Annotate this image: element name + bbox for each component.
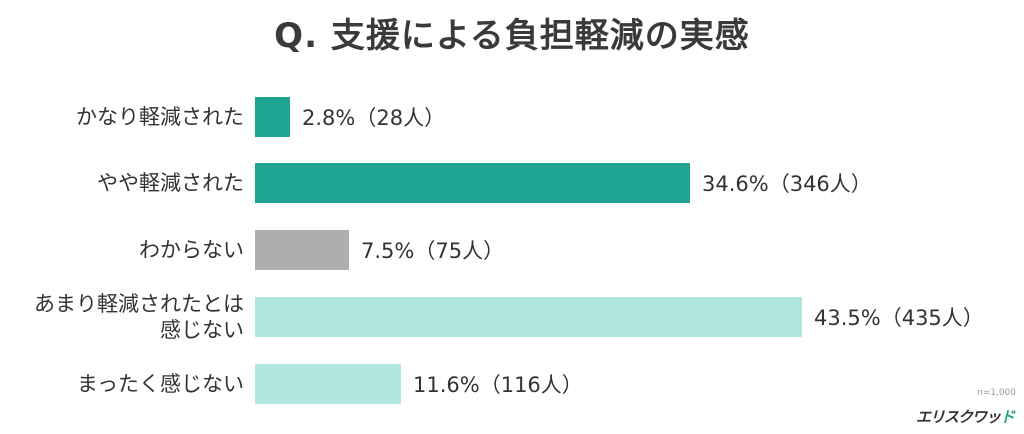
bar xyxy=(255,230,349,270)
brand-logo-text: エリスクワッ xyxy=(915,408,1001,426)
value-label: 7.5%（75人） xyxy=(361,239,505,263)
chart-row: まったく感じない 11.6%（116人） xyxy=(0,364,1024,404)
category-label: あまり軽減されたとは 感じない xyxy=(34,292,244,342)
brand-logo: エリスクワッド xyxy=(915,406,1015,427)
chart-row: あまり軽減されたとは 感じない 43.5%（435人） xyxy=(0,292,1024,342)
bar xyxy=(255,297,802,337)
category-label: わからない xyxy=(139,238,244,262)
brand-logo-accent: ド xyxy=(999,408,1015,426)
bar xyxy=(255,97,290,137)
value-label: 34.6%（346人） xyxy=(702,172,872,196)
chart-title: Q. 支援による負担軽減の実感 xyxy=(274,16,750,56)
chart-row: わからない 7.5%（75人） xyxy=(0,230,1024,270)
category-label: まったく感じない xyxy=(76,372,244,396)
bar xyxy=(255,163,690,203)
bar xyxy=(255,364,401,404)
category-label: かなり軽減された xyxy=(76,105,244,129)
value-label: 2.8%（28人） xyxy=(302,106,446,130)
chart-row: やや軽減された 34.6%（346人） xyxy=(0,163,1024,203)
value-label: 11.6%（116人） xyxy=(413,373,583,397)
value-label: 43.5%（435人） xyxy=(814,306,984,330)
chart-row: かなり軽減された 2.8%（28人） xyxy=(0,97,1024,137)
sample-size-note: n=1,000 xyxy=(976,388,1016,398)
category-label: やや軽減された xyxy=(97,171,244,195)
